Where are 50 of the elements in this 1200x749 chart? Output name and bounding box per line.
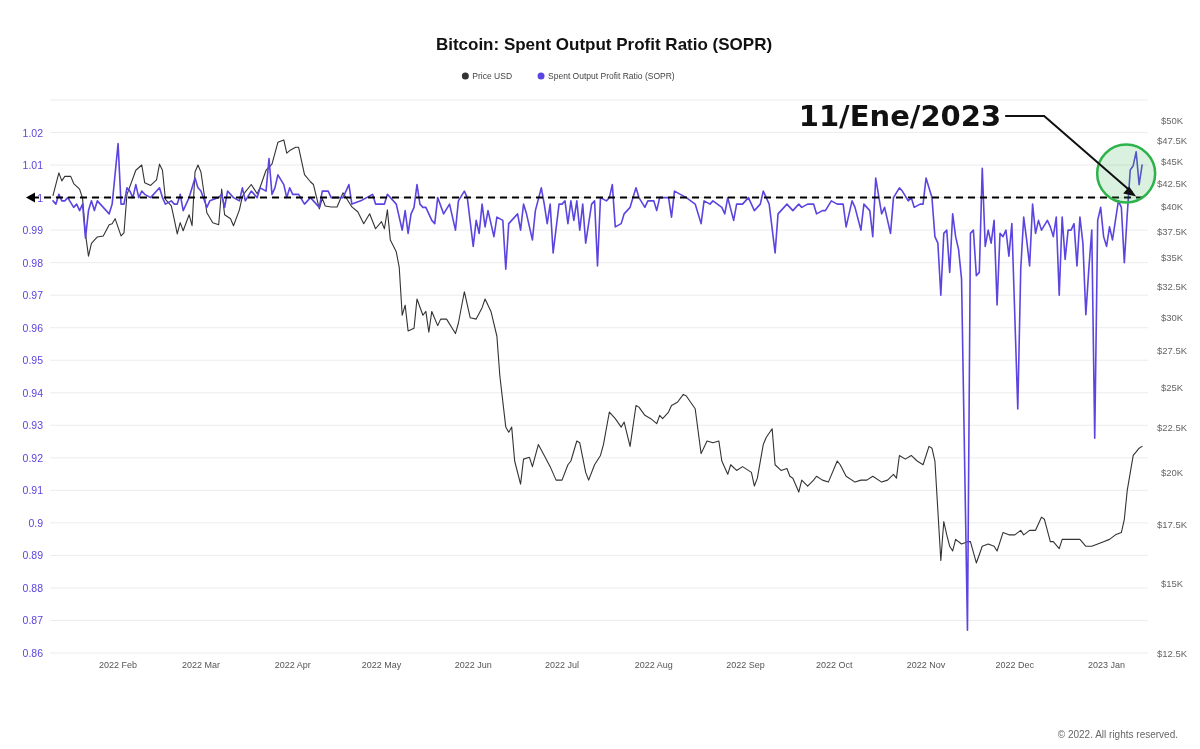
chart-title: Bitcoin: Spent Output Profit Ratio (SOPR) [435,35,773,54]
y-tick-label: 0.86 [22,647,44,659]
x-tick-label: 2022 Dec [995,660,1035,670]
y-tick-label: 0.96 [22,321,44,334]
legend-label: Price USD [472,71,513,81]
y-tick-label: 1.01 [22,159,44,172]
x-tick-label: 2022 May [361,660,402,670]
x-tick-label: 2022 Jun [454,660,492,670]
y-tick-label: 1 [37,191,44,204]
y2-tick-label: $45K [1160,155,1184,167]
y2-tick-label: $37.5K [1156,225,1188,237]
y-tick-label: 0.9 [28,516,44,529]
text: © 2022. All rights reserved. [1057,729,1178,740]
y-tick-label: 0.97 [22,289,44,302]
y-tick-label: 0.99 [22,224,44,237]
y2-tick-label: $22.5K [1156,422,1188,434]
y2-tick-label: $27.5K [1156,344,1188,356]
y-tick-label: 0.92 [22,451,44,464]
y2-tick-label: $47.5K [1156,134,1188,146]
y-tick-label: 1.02 [22,126,44,139]
x-tick-label: 2022 Aug [634,660,673,670]
y2-tick-label: $15K [1160,577,1184,589]
y-tick-label: 0.91 [22,484,44,497]
y2-tick-label: $25K [1160,381,1184,393]
annotation: 11/Ene/2023 [798,99,1002,133]
y2-tick-label: $35K [1160,252,1184,264]
y2-tick-label: $30K [1160,311,1184,323]
y-tick-label: 0.93 [22,419,44,432]
y-tick-label: 0.88 [22,581,44,594]
y2-tick-label: $50K [1160,115,1184,127]
y2-tick-label: $40K [1160,200,1184,212]
x-tick-label: 2022 Nov [906,660,946,670]
legend-label: Spent Output Profit Ratio (SOPR) [548,71,675,81]
y-tick-label: 0.87 [22,614,44,627]
x-tick-label: 2022 Sep [726,660,765,670]
x-tick-label: 2022 Jul [544,660,580,670]
x-tick-label: 2023 Jan [1088,660,1126,670]
y2-tick-label: $32.5K [1156,280,1188,292]
y2-tick-label: $20K [1160,467,1184,479]
x-tick-label: 2022 Mar [181,660,220,670]
x-tick-label: 2022 Oct [816,660,854,670]
y-tick-label: 0.95 [22,354,44,367]
y-tick-label: 0.98 [22,256,44,269]
y-tick-label: 0.89 [22,549,44,562]
x-tick-label: 2022 Apr [274,660,311,670]
y2-tick-label: $42.5K [1156,177,1188,189]
y2-tick-label: $17.5K [1156,518,1188,530]
y-tick-label: 0.94 [22,386,44,399]
x-tick-label: 2022 Feb [99,660,138,670]
y2-tick-label: $12.5K [1156,648,1188,659]
